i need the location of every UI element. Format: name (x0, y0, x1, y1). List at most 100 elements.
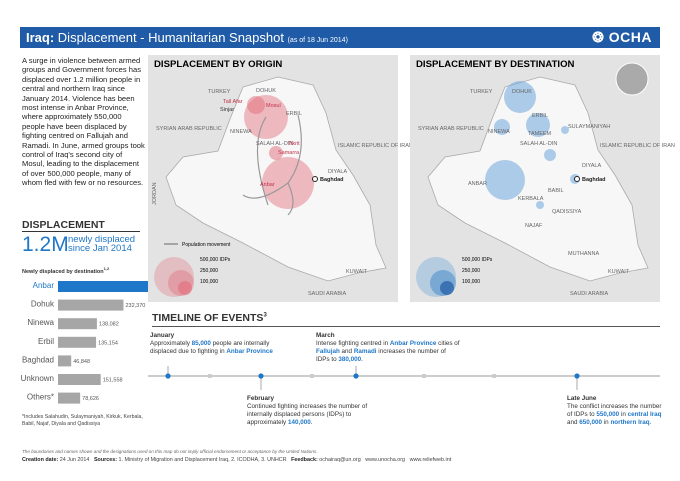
map-destination: DISPLACEMENT BY DESTINATION TURKEY SYRIA… (410, 55, 675, 302)
event-date: January (150, 332, 175, 339)
event: January Approximately 85,000 people are i… (150, 332, 280, 356)
place: DIYALA (582, 163, 601, 169)
note: 3 (263, 312, 267, 319)
timeline (148, 366, 660, 390)
legend-label: 250,000 (200, 268, 218, 274)
date: (as of 18 Jun 2014) (287, 37, 348, 44)
place: Mosul (266, 103, 281, 109)
place: MUTHANNA (568, 251, 599, 257)
event-highlight: 85,000 (191, 340, 211, 347)
event-date: Late June (567, 395, 597, 402)
rule (152, 326, 660, 327)
value-label: 138,082 (99, 322, 119, 328)
value-label: 135,154 (98, 340, 118, 346)
map-origin: DISPLACEMENT BY ORIGIN TURKEY SYRIAN ARA… (148, 55, 413, 302)
timeline-title: TIMELINE OF EVENTS3 (152, 312, 267, 324)
bar (58, 336, 97, 348)
logo-text: OCHA (608, 29, 652, 45)
place: BABIL (548, 188, 564, 194)
place: ISLAMIC REPUBLIC OF IRAN (600, 143, 675, 149)
legend-label: 500,000 IDPs (200, 257, 231, 263)
bubble (269, 146, 283, 160)
event-highlight: 550,000 (596, 411, 620, 418)
value-label: 46,848 (73, 359, 90, 365)
event-highlight: northern Iraq (610, 419, 650, 426)
event-text: increases the number of IDPs to (316, 348, 446, 363)
place: KERBALA (518, 196, 544, 202)
event-text: The conflict increases the number of IDP… (567, 403, 662, 418)
timeline-title-text: TIMELINE OF EVENTS (152, 312, 264, 324)
movement (242, 114, 302, 216)
bar (58, 299, 124, 311)
bar-label: Ninewa (27, 318, 54, 327)
bar-label: Dohuk (31, 300, 55, 309)
bar-label: Unknown (21, 374, 54, 383)
feedback: ochairaq@un.org (319, 457, 361, 463)
event: Late June The conflict increases the numb… (567, 395, 667, 427)
event-text: and (567, 419, 580, 426)
bar-label: Baghdad (22, 355, 54, 364)
place: Anbar (260, 182, 275, 188)
place: Tall Afar (223, 99, 243, 105)
place: Tikrit (288, 141, 300, 147)
place: TAMEEM (528, 131, 552, 137)
place: SALAH AL-DIN (520, 141, 557, 147)
value-label: 151,558 (103, 378, 123, 384)
place: TURKEY (470, 89, 493, 95)
label: Feedback: (291, 457, 318, 463)
place: DOHUK (256, 88, 276, 94)
place: JORDAN (152, 182, 158, 205)
event-text: in (602, 419, 611, 426)
place: SAUDI ARABIA (308, 291, 347, 297)
legend-label: Population movement (182, 242, 231, 248)
place: SYRIAN ARAB REPUBLIC (156, 126, 222, 132)
intro: A surge in violence between armed groups… (22, 56, 145, 188)
event-text: . (310, 419, 313, 426)
event-text: in (619, 411, 628, 418)
place: SYRIAN ARAB REPUBLIC (418, 126, 484, 132)
place: KUWAIT (608, 269, 630, 275)
event-highlight: 380,000 (338, 356, 362, 363)
place: ERBIL (286, 111, 302, 117)
caption: newly displaced since Jan 2014 (68, 234, 136, 254)
bar (58, 281, 148, 292)
event-text: Intense fighting centred in (316, 340, 390, 347)
event-text: and (339, 348, 354, 355)
place: SAUDI ARABIA (570, 291, 609, 297)
place: NINEWA (230, 129, 252, 135)
event-highlight: Anbar Province (389, 340, 437, 347)
event-date: March (316, 332, 335, 339)
legend-label: 100,000 (462, 279, 480, 285)
footer: Creation date: 24 Jun 2014 Sources: 1. M… (22, 457, 451, 463)
event-highlight: Fallujah (316, 348, 340, 355)
legend-label: 500,000 IDPs (462, 257, 493, 263)
event-text: cities of (436, 340, 460, 347)
place: SULAYMANIYAH (568, 124, 610, 130)
value-label: 78,626 (82, 396, 99, 402)
place: QADISSIYA (552, 209, 582, 215)
header: Iraq: Displacement - Humanitarian Snapsh… (20, 27, 660, 48)
event-highlight: 650,000 (579, 419, 603, 426)
globe (615, 62, 649, 96)
place: Baghdad (582, 177, 606, 183)
event-text: Continued fighting increases the number … (247, 403, 368, 426)
bar (58, 355, 72, 367)
event-highlight: central Iraq (627, 411, 662, 418)
maps: DISPLACEMENT BY ORIGIN TURKEY SYRIAN ARA… (148, 55, 675, 302)
place: TURKEY (208, 89, 231, 95)
place: ANBAR (468, 181, 487, 187)
map-title: DISPLACEMENT BY ORIGIN (154, 59, 282, 70)
bar (58, 318, 97, 330)
label: Creation date: (22, 457, 59, 463)
legend-label: 100,000 (200, 279, 218, 285)
event-highlight: Anbar Province (226, 348, 273, 355)
label: Sources: (93, 457, 118, 463)
map-title: DISPLACEMENT BY DESTINATION (416, 59, 575, 70)
link: www.reliefweb.int (409, 457, 452, 463)
place: KUWAIT (346, 269, 368, 275)
place: NAJAF (525, 223, 543, 229)
rule (22, 231, 140, 232)
link: www.unocha.org (365, 457, 406, 463)
place: Samarra (278, 150, 300, 156)
